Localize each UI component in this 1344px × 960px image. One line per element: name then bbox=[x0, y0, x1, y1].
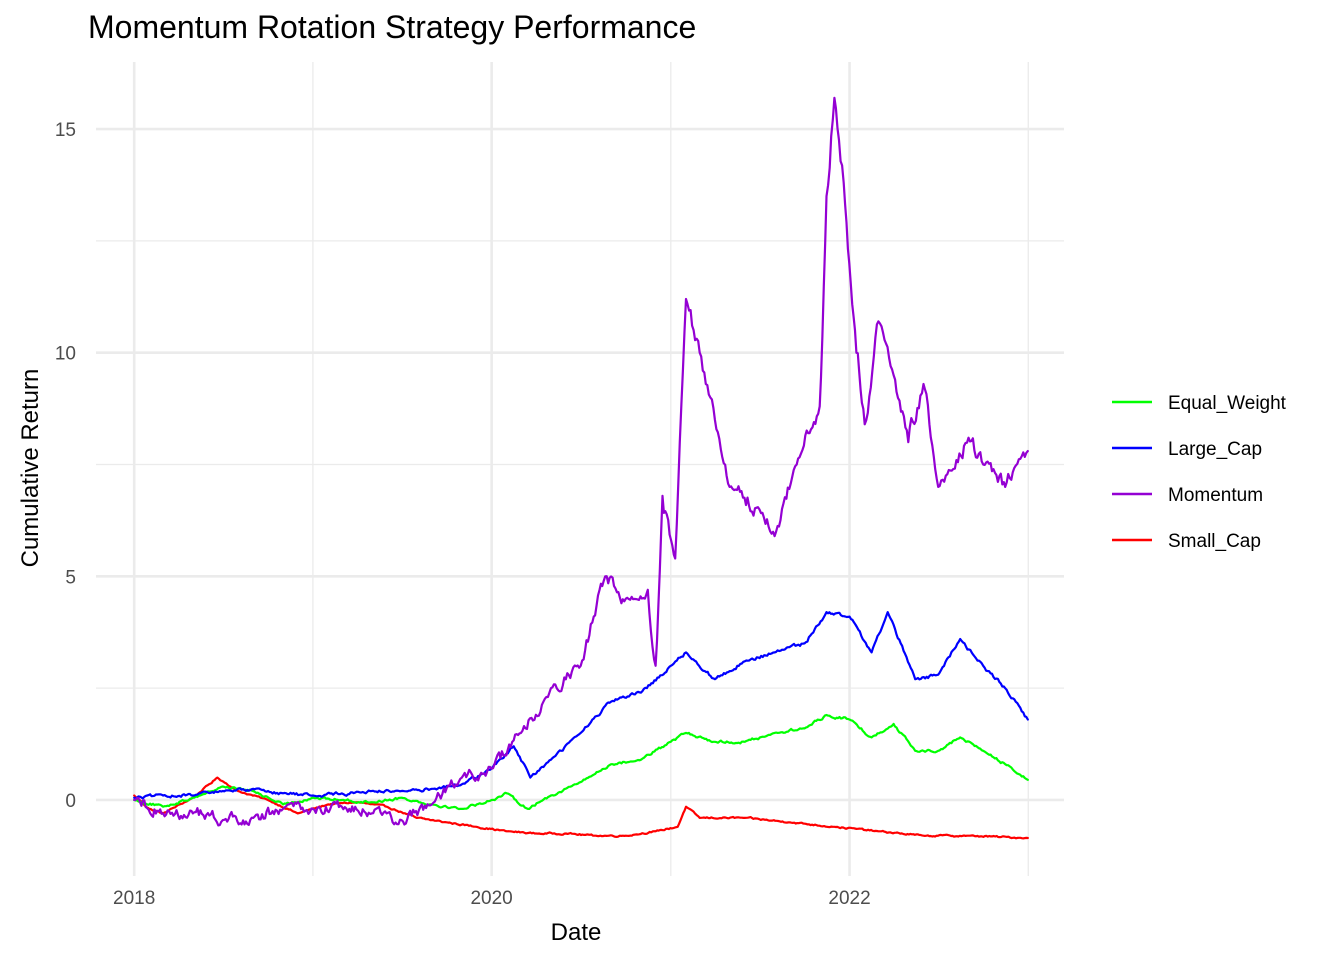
x-tick-label: 2020 bbox=[470, 888, 512, 909]
x-tick-label: 2018 bbox=[113, 888, 155, 909]
y-axis-title: Cumulative Return bbox=[17, 369, 44, 568]
series-line-large-cap bbox=[133, 611, 1029, 800]
legend-label: Small_Cap bbox=[1168, 531, 1261, 552]
legend-label: Equal_Weight bbox=[1168, 393, 1287, 414]
y-tick-label: 5 bbox=[65, 567, 76, 588]
y-tick-label: 0 bbox=[65, 791, 76, 812]
y-tick-label: 15 bbox=[55, 120, 76, 141]
y-axis-ticks: 0 5 10 15 bbox=[55, 120, 76, 812]
chart-legend: Equal_Weight Large_Cap Momentum Small_Cap bbox=[1112, 393, 1287, 552]
series-line-equal-weight bbox=[133, 713, 1029, 811]
legend-label: Large_Cap bbox=[1168, 439, 1262, 460]
plot-grid bbox=[96, 62, 1064, 876]
chart-title: Momentum Rotation Strategy Performance bbox=[88, 9, 696, 45]
y-tick-label: 10 bbox=[55, 344, 76, 365]
plot-series bbox=[133, 96, 1029, 840]
legend-label: Momentum bbox=[1168, 485, 1263, 506]
series-line-momentum bbox=[133, 96, 1029, 827]
x-tick-label: 2022 bbox=[828, 888, 870, 909]
x-axis-title: Date bbox=[551, 919, 602, 946]
x-axis-ticks: 2018 2020 2022 bbox=[113, 888, 871, 909]
